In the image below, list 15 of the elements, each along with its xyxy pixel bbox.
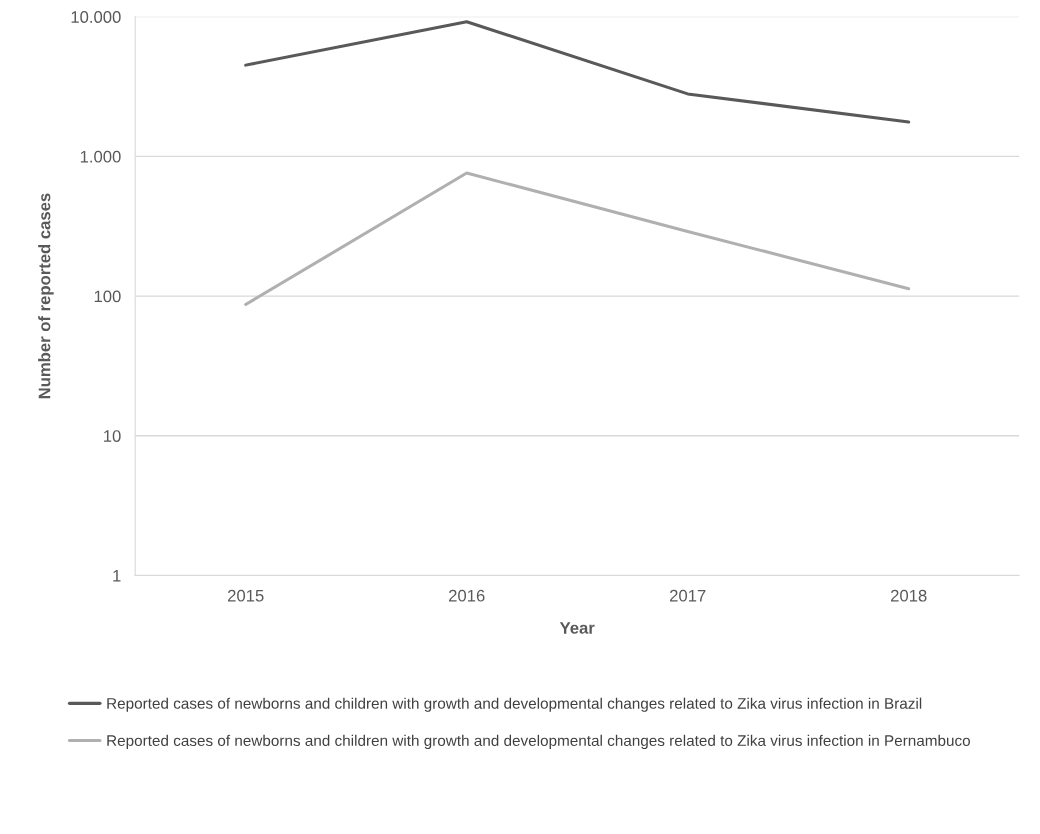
y-tick-label: 10 [104, 430, 121, 442]
y-tick-label: 1 [113, 570, 121, 582]
x-tick-label: 2018 [891, 589, 927, 602]
y-tick-label: 10.000 [71, 11, 121, 23]
x-axis-title: Year [559, 622, 595, 634]
x-tick-label: 2016 [449, 589, 485, 602]
legend-label: Reported cases of newborns and children with growth and developmental changes related to Zika virus infection in Pernambuco [107, 734, 970, 750]
line-series [244, 20, 911, 124]
line-series [244, 171, 911, 307]
y-axis-title: Number of reported cases [38, 193, 54, 399]
x-tick-label: 2017 [670, 589, 706, 602]
y-tick-label: 1.000 [80, 150, 121, 163]
legend-label: Reported cases of newborns and children with growth and developmental changes related to Zika virus infection in Brazil [107, 697, 922, 712]
y-tick-label: 100 [94, 290, 121, 303]
x-tick-label: 2015 [228, 589, 264, 602]
